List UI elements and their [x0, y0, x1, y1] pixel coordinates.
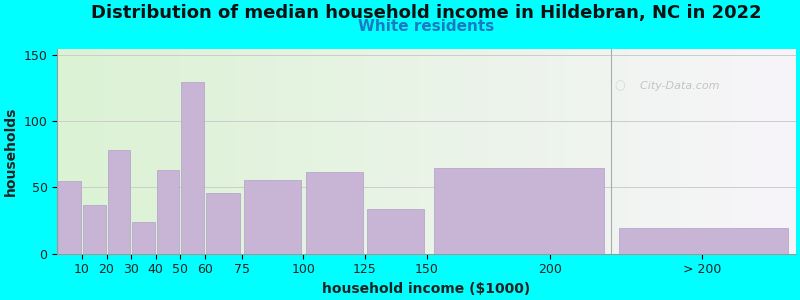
Text: City-Data.com: City-Data.com	[634, 81, 720, 91]
Bar	[182, 82, 204, 254]
Text: White residents: White residents	[358, 20, 494, 34]
Bar	[107, 151, 130, 254]
Bar	[206, 193, 241, 254]
Bar	[157, 170, 179, 254]
Y-axis label: households: households	[4, 106, 18, 196]
Bar	[132, 222, 155, 253]
Bar	[434, 168, 604, 254]
Text: ○: ○	[614, 79, 626, 92]
Bar	[245, 180, 301, 254]
X-axis label: household income ($1000): household income ($1000)	[322, 282, 530, 296]
Bar	[618, 228, 789, 254]
Bar	[58, 181, 81, 254]
Bar	[367, 208, 424, 253]
Bar	[306, 172, 362, 254]
Bar	[83, 205, 106, 254]
Title: Distribution of median household income in Hildebran, NC in 2022: Distribution of median household income …	[91, 4, 762, 22]
